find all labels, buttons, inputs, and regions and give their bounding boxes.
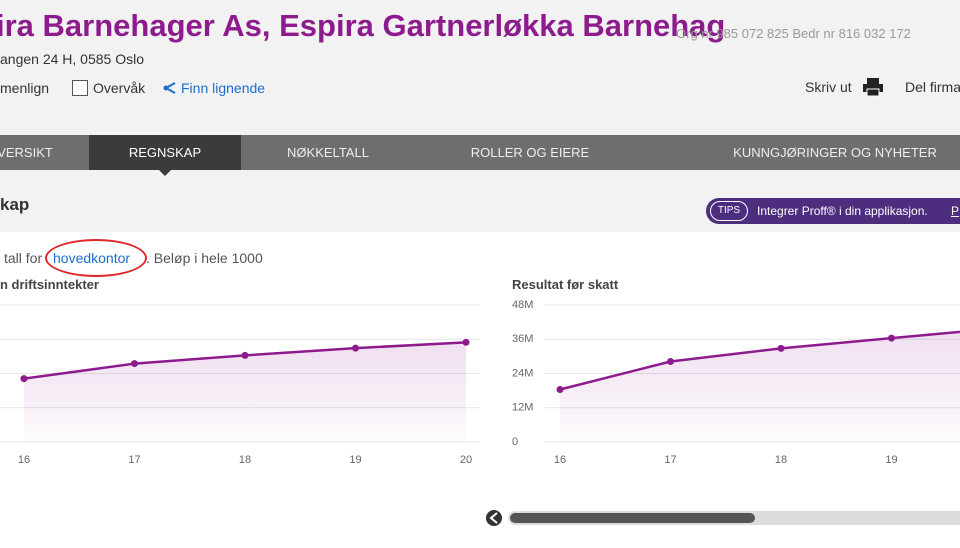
x-tick-label: 19 [349,454,361,466]
active-indicator [159,170,171,182]
compare-link[interactable]: menlign [0,80,50,96]
tips-banner[interactable] [706,198,960,224]
x-tick-label: 16 [18,454,30,466]
x-tick-label: 18 [239,454,251,466]
header-area [0,0,960,232]
y-tick-label: 36M [512,333,533,345]
y-tick-label: 24M [512,367,533,379]
tab-bar: VERSIKT REGNSKAP NØKKELTALL ROLLER OG EIERE… [0,135,960,176]
x-tick-label: 16 [554,454,566,466]
share-icon [163,82,176,94]
point [667,358,674,366]
section-title: kap [0,195,30,214]
x-tick-label: 20 [460,454,472,466]
tips-badge: TIPS [710,201,748,221]
similar-link[interactable]: Finn lignende [181,80,266,96]
tab[interactable]: NØKKELTALL [287,145,369,160]
note-prefix: tall for [4,250,43,266]
tips-link[interactable]: P [951,204,960,218]
org-number: Org nr 985 072 825 Bedr nr 816 032 172 [676,26,911,41]
x-tick-label: 17 [128,454,140,466]
point [556,385,564,393]
x-tick-label: 17 [664,454,676,466]
point [352,344,359,352]
scroll-left-button[interactable] [486,510,502,526]
highlight-circle [45,239,147,277]
company-title: ira Barnehager As, Espira Gartnerløkka B… [0,8,726,43]
y-tick-label: 12M [512,402,533,414]
scroll-thumb[interactable] [510,513,755,523]
x-tick-label: 19 [885,454,897,466]
print-link[interactable]: Skriv ut [805,79,852,95]
area [560,331,960,442]
chart-title: Resultat før skatt [512,277,619,292]
tab[interactable]: REGNSKAP [89,135,241,176]
x-tick-label: 18 [775,454,787,466]
point [777,344,785,352]
address: angen 24 H, 0585 Oslo [0,51,144,67]
tab[interactable]: VERSIKT [0,145,53,160]
note-suffix: . Beløp i hele 1000 [146,250,263,266]
watch-checkbox[interactable] [72,80,88,96]
tab[interactable]: ROLLER OG EIERE [470,145,590,160]
tab[interactable]: KUNNGJØRINGER OG NYHETER [733,145,937,160]
y-tick-label: 0 [512,436,518,448]
point [462,338,470,346]
point [20,375,28,383]
y-tick-label: 48M [512,299,533,311]
point [131,360,138,368]
share-link[interactable]: Del firma [905,79,960,95]
area [24,342,466,442]
point [888,334,895,342]
chart-title: n driftsinntekter [0,277,99,292]
tips-text: Integrer Proff® i din applikasjon. [757,204,928,218]
point [241,351,249,359]
printer-icon [863,78,883,97]
watch-label[interactable]: Overvåk [93,80,146,96]
